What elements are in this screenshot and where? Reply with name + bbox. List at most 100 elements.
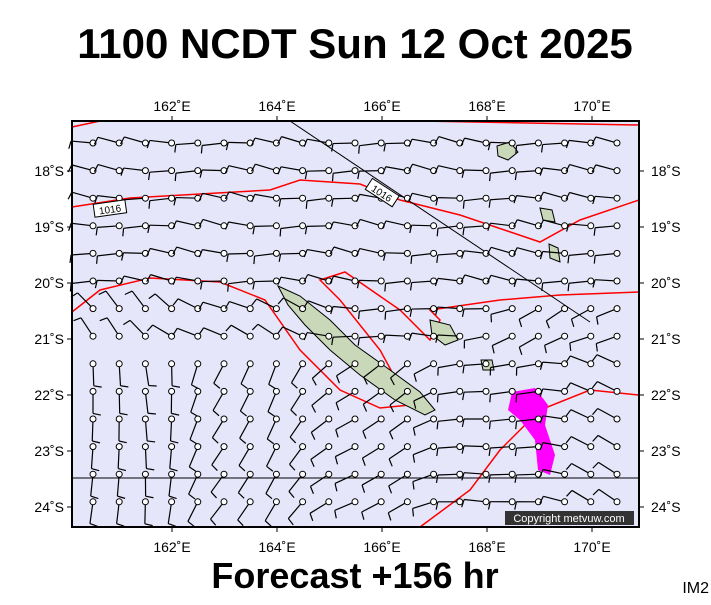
- barb-station: [169, 195, 175, 201]
- barb-station: [431, 250, 437, 256]
- barb-station: [614, 416, 620, 422]
- barb-station: [90, 416, 96, 422]
- barb-station: [273, 333, 279, 339]
- barb-station: [221, 471, 227, 477]
- barb-station: [483, 416, 489, 422]
- barb-station: [116, 223, 122, 229]
- barb-station: [195, 278, 201, 284]
- barb-station: [247, 444, 253, 450]
- barb-station: [588, 416, 594, 422]
- barb-station: [90, 444, 96, 450]
- barb-station: [378, 361, 384, 367]
- barb-station: [562, 306, 568, 312]
- barb-station: [483, 388, 489, 394]
- barb-station: [247, 223, 253, 229]
- barb-station: [169, 306, 175, 312]
- barb-station: [457, 250, 463, 256]
- lat-label: 20˚S: [34, 275, 64, 291]
- barb-station: [404, 499, 410, 505]
- barb-station: [535, 250, 541, 256]
- barb-station: [247, 278, 253, 284]
- barb-station: [509, 388, 515, 394]
- barb-station: [378, 416, 384, 422]
- barb-station: [90, 361, 96, 367]
- barb-station: [326, 388, 332, 394]
- barb-station: [404, 416, 410, 422]
- barb-feather: [463, 201, 464, 209]
- image-code: IM2: [682, 580, 709, 597]
- lat-label: 24˚S: [34, 499, 64, 515]
- barb-station: [326, 333, 332, 339]
- copyright: Copyright metvuw.com: [513, 513, 624, 525]
- barb-feather: [490, 173, 491, 181]
- barb-station: [588, 361, 594, 367]
- lon-label: 170˚E: [573, 98, 610, 114]
- barb-station: [326, 168, 332, 174]
- barb-station: [588, 388, 594, 394]
- barb-station: [483, 333, 489, 339]
- barb-station: [142, 361, 148, 367]
- barb-station: [535, 168, 541, 174]
- barb-station: [483, 306, 489, 312]
- barb-feather: [359, 146, 360, 154]
- barb-feather: [411, 256, 412, 264]
- barb-station: [195, 444, 201, 450]
- barb-station: [273, 223, 279, 229]
- barb-station: [562, 416, 568, 422]
- barb-station: [404, 223, 410, 229]
- barb-station: [509, 140, 515, 146]
- barb-station: [378, 471, 384, 477]
- lon-label: 170˚E: [573, 539, 610, 555]
- barb-feather: [123, 228, 124, 236]
- map-area: [72, 121, 639, 527]
- barb-station: [562, 471, 568, 477]
- barb-station: [535, 140, 541, 146]
- barb-station: [352, 416, 358, 422]
- barb-feather: [280, 228, 281, 236]
- barb-station: [614, 333, 620, 339]
- barb-station: [614, 195, 620, 201]
- barb-station: [562, 140, 568, 146]
- barb-station: [457, 361, 463, 367]
- barb-station: [457, 168, 463, 174]
- barb-station: [535, 333, 541, 339]
- barb-station: [221, 333, 227, 339]
- barb-station: [614, 168, 620, 174]
- barb-station: [378, 250, 384, 256]
- barb-station: [588, 471, 594, 477]
- barb-station: [142, 499, 148, 505]
- barb-feather: [568, 283, 569, 291]
- barb-station: [509, 499, 515, 505]
- barb-station: [614, 471, 620, 477]
- barb-station: [352, 444, 358, 450]
- barb-station: [247, 361, 253, 367]
- barb-station: [142, 306, 148, 312]
- barb-station: [195, 168, 201, 174]
- barb-feather: [437, 394, 438, 402]
- barb-station: [457, 416, 463, 422]
- barb-station: [116, 306, 122, 312]
- lat-label: 19˚S: [651, 219, 681, 235]
- barb-station: [588, 223, 594, 229]
- barb-station: [562, 333, 568, 339]
- barb-station: [352, 333, 358, 339]
- barb-station: [614, 223, 620, 229]
- barb-station: [90, 333, 96, 339]
- barb-station: [169, 140, 175, 146]
- barb-station: [142, 195, 148, 201]
- barb-station: [221, 250, 227, 256]
- barb-station: [169, 444, 175, 450]
- barb-station: [352, 168, 358, 174]
- barb-feather: [228, 284, 229, 292]
- barb-station: [195, 388, 201, 394]
- barb-station: [483, 195, 489, 201]
- barb-station: [90, 278, 96, 284]
- barb-station: [457, 306, 463, 312]
- barb-station: [221, 416, 227, 422]
- barb-station: [404, 250, 410, 256]
- barb-station: [90, 250, 96, 256]
- barb-station: [247, 306, 253, 312]
- barb-station: [378, 499, 384, 505]
- barb-station: [535, 361, 541, 367]
- barb-station: [378, 140, 384, 146]
